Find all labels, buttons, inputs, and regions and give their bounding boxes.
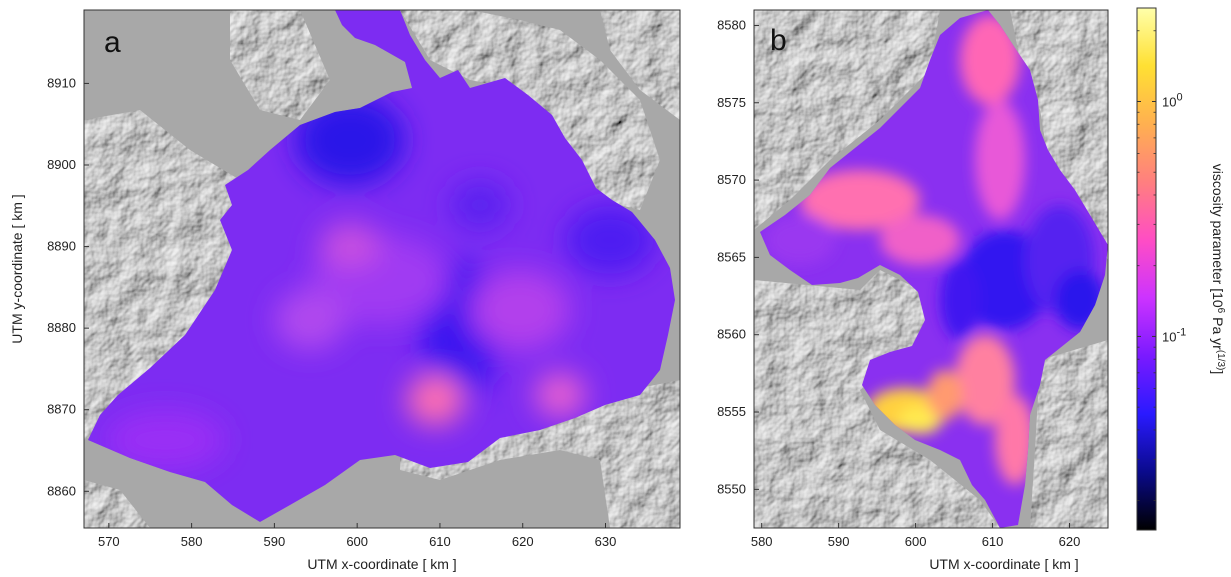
colorbar: 100 10-1 viscosity parameter [106 Pa yr(1… (1136, 7, 1227, 531)
panel-b-frame (753, 9, 1109, 529)
panel-a-x-tick-label: 610 (429, 534, 451, 549)
panel-b-y-tick-label: 8565 (717, 249, 746, 264)
panel-b-x-tick-label: 610 (982, 534, 1004, 549)
panel-b-y-tick-label: 8580 (717, 17, 746, 32)
panel-a-y-tick-label: 8910 (47, 75, 76, 90)
panel-a-y-tick-label: 8880 (47, 320, 76, 335)
panel-b-y-tick-label: 8560 (717, 327, 746, 342)
panel-a-y-tick-label: 8890 (47, 239, 76, 254)
panel-b-y-tick-label: 8555 (717, 404, 746, 419)
panel-b-y-axis: 8550 8555 8560 8565 8570 8575 8580 (717, 17, 759, 496)
panel-a-y-tick-label: 8860 (47, 483, 76, 498)
panel-b-x-tick-label: 600 (905, 534, 927, 549)
panel-a-x-label: UTM x-coordinate [ km ] (307, 556, 456, 572)
panel-a-x-tick-label: 570 (98, 534, 120, 549)
panel-a-y-tick-label: 8870 (47, 402, 76, 417)
panel-b: b 580 590 600 610 620 8550855585608565857085… (717, 9, 1109, 572)
colorbar-gradient (1136, 7, 1157, 531)
panel-b-x-tick-label: 620 (1059, 534, 1081, 549)
colorbar-ticks: 100 10-1 (1137, 30, 1186, 502)
panel-a: a 570 580 590 600 610 620 630 8860 8870 8880 8890… (9, 9, 681, 572)
panel-a-x-tick-label: 590 (264, 534, 286, 549)
panel-b-label: b (770, 24, 787, 57)
panel-b-y-tick-label: 8550 (717, 481, 746, 496)
panel-b-x-tick-label: 590 (828, 534, 850, 549)
panel-b-x-label: UTM x-coordinate [ km ] (929, 556, 1078, 572)
panel-b-y-tick-label: 8570 (717, 172, 746, 187)
panel-a-x-axis: 570 580 590 600 610 620 630 (98, 523, 616, 549)
panel-a-y-label: UTM y-coordinate [ km ] (9, 194, 25, 343)
panel-a-x-tick-label: 630 (595, 534, 617, 549)
colorbar-tick-label: 100 (1162, 91, 1183, 109)
panel-b-x-tick-label: 580 (751, 534, 773, 549)
panel-a-x-tick-label: 600 (346, 534, 368, 549)
panel-a-y-axis: 8860 8870 8880 8890 8900 8910 (47, 75, 89, 498)
colorbar-tick-label: 10-1 (1162, 326, 1186, 344)
panel-a-x-tick-label: 580 (181, 534, 203, 549)
panel-a-label: a (104, 26, 121, 59)
panel-a-y-tick-label: 8900 (47, 157, 76, 172)
panel-b-y-tick-label: 8575 (717, 95, 746, 110)
panel-b-x-axis: 580 590 600 610 620 (751, 523, 1081, 549)
colorbar-label: viscosity parameter [106 Pa yr(1/3)] (1210, 164, 1227, 375)
panel-a-frame (83, 9, 681, 529)
panel-a-x-tick-label: 620 (512, 534, 534, 549)
